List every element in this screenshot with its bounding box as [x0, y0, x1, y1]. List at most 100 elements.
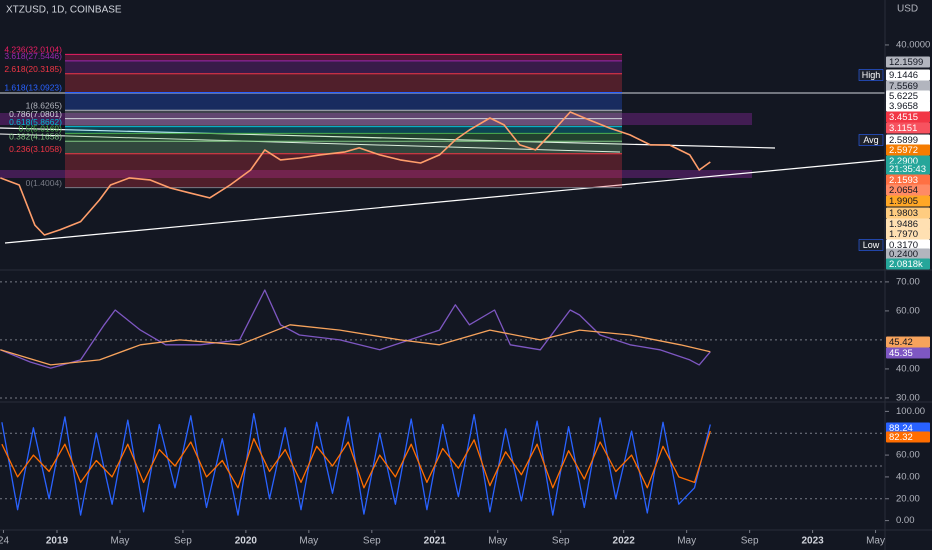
price-badge-label: 5.6225: [889, 91, 918, 102]
price-badge: [886, 228, 930, 240]
fib-band: [65, 92, 622, 111]
y-tick-label: 30.00: [896, 392, 920, 403]
price-badge-label: 1.9486: [889, 219, 918, 230]
price-badge: [886, 218, 930, 230]
price-badge-label: 82.32: [889, 432, 913, 443]
series-line: [0, 111, 711, 236]
price-badge-label: 12.1599: [889, 57, 923, 68]
trend-line: [0, 127, 776, 149]
fib-label: 0.5(5.0169): [19, 124, 63, 134]
price-badge: [886, 69, 930, 81]
fib-label: 3.618(27.5446): [4, 51, 62, 61]
fib-label: 2.618(20.3185): [4, 64, 62, 74]
fib-label: 0.382(4.1658): [9, 131, 62, 141]
fib-label: 0(1.4004): [26, 178, 63, 188]
price-badge: [886, 347, 930, 359]
series-line: [0, 289, 711, 369]
x-tick-label: Sep: [174, 536, 192, 547]
side-label: Low: [863, 240, 880, 250]
price-badge: [886, 163, 930, 175]
price-badge: [886, 144, 930, 156]
price-badge-label: 0.3170: [889, 240, 918, 251]
price-badge: [886, 174, 930, 186]
side-label: Avg: [863, 135, 878, 145]
y-tick-label: 20.00: [896, 493, 920, 504]
price-badge: [886, 422, 930, 434]
price-badge-label: 2.2900: [889, 156, 918, 167]
price-badge-label: 3.9658: [889, 101, 918, 112]
series-line: [1, 430, 711, 489]
side-label: High: [862, 70, 881, 80]
x-tick-label: May: [488, 536, 507, 547]
price-badge: [886, 134, 930, 146]
price-badge: [886, 207, 930, 219]
price-badge-label: 2.0818k: [889, 259, 923, 270]
price-badge-label: 2.0654: [889, 185, 918, 196]
price-badge-label: 1.9803: [889, 208, 918, 219]
fib-band: [65, 73, 622, 93]
y-tick-label: 70.00: [896, 276, 920, 287]
price-badge: [886, 195, 930, 207]
price-badge: [886, 80, 930, 92]
fib-label: 0.786(7.0801): [9, 109, 62, 119]
price-badge-label: 45.35: [889, 348, 913, 359]
x-tick-label: 2019: [46, 536, 69, 547]
trend-line: [0, 133, 621, 153]
fib-band: [65, 141, 622, 154]
x-tick-label: Sep: [741, 536, 759, 547]
price-badge-label: 88.24: [889, 423, 913, 434]
price-badge: [886, 431, 930, 443]
price-badge-label: 2.5972: [889, 145, 918, 156]
fib-band: [65, 133, 622, 142]
side-label-box: [858, 69, 884, 81]
price-badge-label: 0.2400: [889, 249, 918, 260]
price-badge: [886, 248, 930, 260]
x-tick-label: May: [299, 536, 318, 547]
x-tick-label: Sep: [363, 536, 381, 547]
fib-band: [65, 126, 622, 134]
x-tick-label: 2022: [613, 536, 636, 547]
y-tick-label: 40.00: [896, 471, 920, 482]
x-tick-label: 2020: [235, 536, 258, 547]
x-tick-label: May: [677, 536, 696, 547]
fib-label: 0.618(5.8662): [9, 117, 62, 127]
price-badge: [886, 184, 930, 196]
symbol-title: XTZUSD, 1D, COINBASE: [6, 5, 122, 16]
price-badge-label: 7.5569: [889, 81, 918, 92]
price-badge: [886, 258, 930, 270]
price-badge-label: 1.9905: [889, 196, 918, 207]
currency: USD: [897, 4, 918, 15]
price-badge-label: 45.42: [889, 337, 913, 348]
fib-label: 1(8.6265): [26, 100, 63, 110]
price-badge: [886, 336, 930, 348]
y-tick-label: 60.00: [896, 305, 920, 316]
price-badge: [886, 111, 930, 123]
y-tick-label: 100.00: [896, 406, 925, 417]
y-tick-label: 40.0000: [896, 39, 930, 50]
price-badge-label: 3.1151: [889, 123, 917, 134]
fib-band: [65, 118, 622, 127]
price-badge-label: 2.1593: [889, 175, 918, 186]
fib-band: [65, 54, 622, 61]
y-tick-label: 0.00: [896, 515, 915, 526]
fib-label: 4.236(32.0104): [4, 45, 62, 55]
x-tick-label: Sep: [552, 536, 570, 547]
price-badge-label: 2.5899: [889, 135, 918, 146]
price-badge: [886, 100, 930, 112]
side-label-box: [858, 134, 884, 146]
x-tick-label: May: [866, 536, 885, 547]
price-badge-label: 1.7970: [889, 229, 918, 240]
x-tick-label: 2021: [424, 536, 447, 547]
price-badge: [886, 56, 930, 68]
price-badge: [886, 239, 930, 251]
fib-label: 1.618(13.0923): [4, 83, 62, 93]
y-tick-label: 40.00: [896, 363, 920, 374]
fib-label: 0.236(3.1058): [9, 144, 62, 154]
price-badge-label: 9.1446: [889, 70, 918, 81]
price-badge: [886, 90, 930, 102]
price-badge-label: 21:35:43: [889, 164, 926, 175]
x-tick-label: 2023: [801, 536, 824, 547]
purple-zone: [0, 170, 752, 178]
trend-line: [4, 159, 886, 244]
